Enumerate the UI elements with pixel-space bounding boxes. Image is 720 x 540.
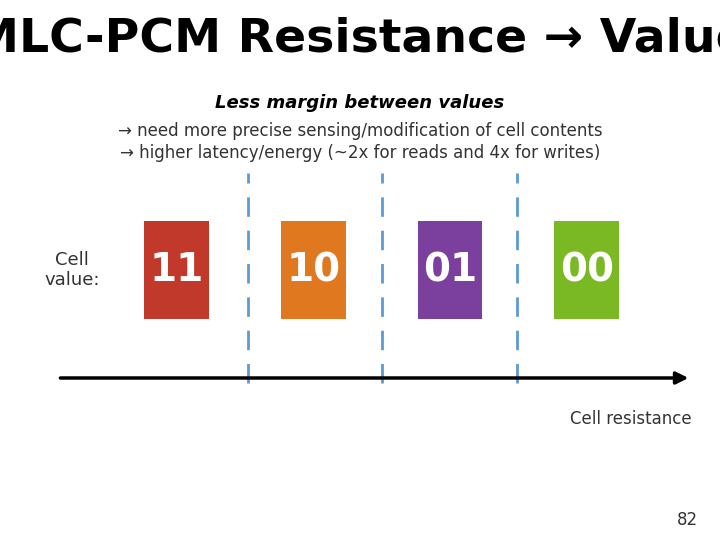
Text: MLC-PCM Resistance → Value: MLC-PCM Resistance → Value: [0, 16, 720, 61]
Text: → higher latency/energy (~2x for reads and 4x for writes): → higher latency/energy (~2x for reads a…: [120, 144, 600, 162]
Text: 00: 00: [560, 251, 613, 289]
Text: → need more precise sensing/modification of cell contents: → need more precise sensing/modification…: [117, 122, 603, 139]
FancyBboxPatch shape: [281, 221, 346, 319]
FancyBboxPatch shape: [418, 221, 482, 319]
Text: Less margin between values: Less margin between values: [215, 94, 505, 112]
Text: Cell
value:: Cell value:: [44, 251, 100, 289]
FancyBboxPatch shape: [144, 221, 209, 319]
Text: 01: 01: [423, 251, 477, 289]
Text: 10: 10: [286, 251, 341, 289]
Text: 11: 11: [149, 251, 204, 289]
Text: 82: 82: [678, 511, 698, 529]
FancyBboxPatch shape: [554, 221, 619, 319]
Text: Cell resistance: Cell resistance: [570, 410, 691, 428]
